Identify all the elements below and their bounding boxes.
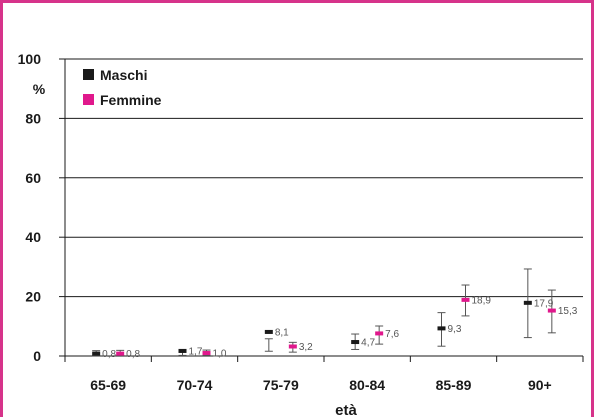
data-label-femmine-1: 1,0 [213, 349, 227, 360]
category-label-65-69: 65-69 [90, 377, 126, 393]
y-axis-unit: % [33, 81, 46, 97]
y-tick-label-100: 100 [18, 51, 42, 67]
point-femmine-1 [202, 351, 211, 356]
point-maschi-3 [351, 340, 360, 345]
gridlines [65, 58, 583, 298]
chart: 0 20 40 60 80 100 % 65-69 70-74 75-79 80-84 85-89… [18, 51, 584, 419]
legend-swatch-femmine [83, 94, 94, 105]
category-label-70-74: 70-74 [177, 377, 213, 393]
data-label-maschi-5: 17,9 [534, 298, 554, 309]
point-maschi-4 [437, 326, 446, 331]
point-femmine-2 [288, 344, 297, 349]
point-maschi-0 [92, 351, 101, 356]
data-label-maschi-3: 4,7 [361, 338, 375, 349]
data-label-maschi-4: 9,3 [448, 324, 462, 335]
data-label-maschi-0: 0,8 [102, 349, 116, 360]
data-label-femmine-2: 3,2 [299, 342, 313, 353]
point-femmine-3 [375, 331, 384, 336]
data-label-femmine-3: 7,6 [385, 329, 399, 340]
data-label-femmine-0: 0,8 [126, 349, 140, 360]
category-label-90+: 90+ [528, 377, 552, 393]
legend-label-maschi: Maschi [100, 67, 147, 83]
y-tick-label-40: 40 [25, 229, 41, 245]
legend-label-femmine: Femmine [100, 92, 162, 108]
data-label-femmine-4: 18,9 [472, 295, 492, 306]
y-tick-label-60: 60 [25, 170, 41, 186]
point-maschi-2 [264, 329, 273, 334]
point-femmine-5 [547, 308, 556, 313]
category-label-85-89: 85-89 [436, 377, 472, 393]
category-label-80-84: 80-84 [349, 377, 385, 393]
point-maschi-1 [178, 348, 187, 353]
x-axis-title: età [335, 402, 357, 419]
point-femmine-0 [116, 351, 125, 356]
y-axis-ticks: 0 20 40 60 80 100 [18, 51, 65, 364]
y-tick-label-80: 80 [25, 110, 41, 126]
data-label-maschi-1: 1,7 [189, 346, 203, 357]
category-label-75-79: 75-79 [263, 377, 299, 393]
point-maschi-5 [523, 300, 532, 305]
point-femmine-4 [461, 297, 470, 302]
y-tick-label-0: 0 [33, 348, 41, 364]
data-label-maschi-2: 8,1 [275, 327, 289, 338]
legend-swatch-maschi [83, 69, 94, 80]
x-axis [64, 59, 584, 362]
x-axis-categories: 65-69 70-74 75-79 80-84 85-89 90+ [90, 377, 551, 393]
y-tick-label-20: 20 [25, 289, 41, 305]
legend: Maschi Femmine [83, 67, 162, 108]
data-marks: 0,8 1,7 8,1 4,7 9,3 17,9 0,8 1,0 3,2 7,6 18,9 15,3 [92, 268, 578, 360]
data-label-femmine-5: 15,3 [558, 306, 578, 317]
